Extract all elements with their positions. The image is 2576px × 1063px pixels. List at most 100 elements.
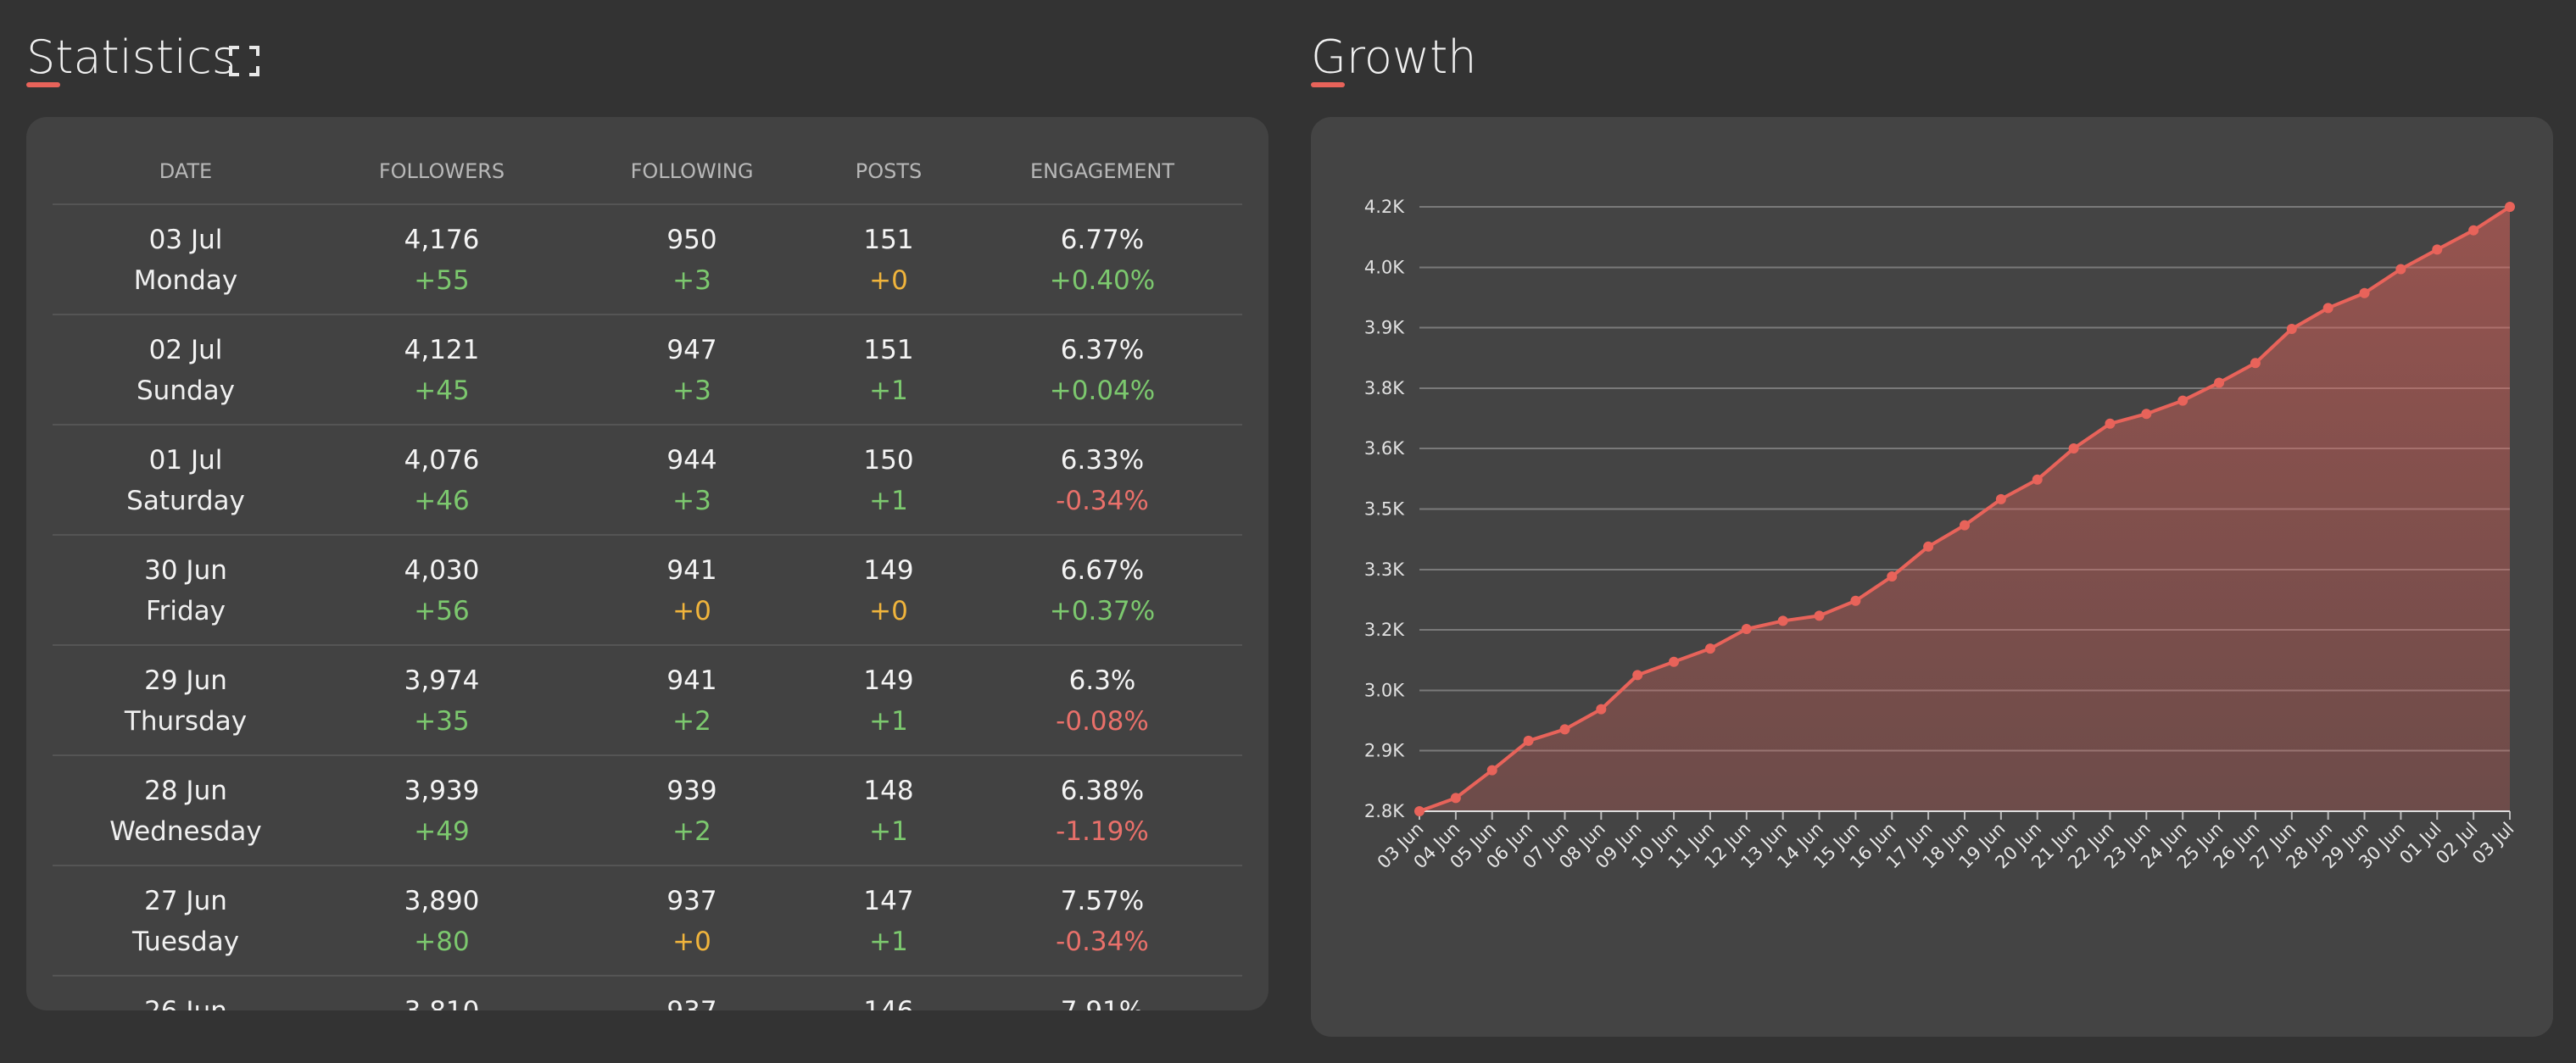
cell-value: 7.91% — [1061, 996, 1144, 1010]
cell-change: -0.34% — [1056, 486, 1149, 516]
cell-value: 937 — [666, 886, 717, 916]
cell-value: 28 Jun — [144, 776, 227, 806]
point — [2432, 244, 2443, 255]
cell-day: Wednesday — [109, 816, 262, 847]
area — [1419, 207, 2510, 811]
cell-day: Saturday — [126, 486, 245, 516]
cell-value: 947 — [666, 335, 717, 365]
cell-value: 939 — [666, 776, 717, 806]
cell-value: 941 — [666, 665, 717, 696]
y-tick-label: 2.9K — [1364, 740, 1405, 760]
cell-value: 950 — [666, 225, 717, 255]
point — [1887, 571, 1898, 582]
point — [1414, 806, 1425, 816]
y-tick-label: 3.5K — [1364, 499, 1405, 520]
cell-change: +49 — [414, 816, 470, 847]
cell-value: 26 Jun — [144, 996, 227, 1010]
y-tick-label: 3.0K — [1364, 681, 1405, 701]
cell-value: 7.57% — [1060, 886, 1145, 916]
cell-change: +1 — [869, 376, 908, 406]
column-header: DATE — [159, 159, 213, 183]
point — [1960, 520, 1970, 531]
cell-value: 6.33% — [1060, 445, 1145, 476]
y-tick-label: 3.2K — [1364, 620, 1405, 640]
point — [2322, 303, 2333, 314]
cell-value: 6.77% — [1060, 225, 1145, 255]
point — [1596, 704, 1607, 715]
cell-change: +35 — [414, 706, 470, 737]
row-divider — [53, 865, 1242, 866]
section-title: Growth — [1311, 31, 1477, 84]
header-divider — [53, 203, 1242, 205]
point — [1632, 670, 1643, 681]
cell-value: 27 Jun — [144, 886, 227, 916]
row-divider — [53, 754, 1242, 756]
cell-change: +1 — [869, 706, 908, 737]
row-divider — [53, 534, 1242, 536]
row-divider — [53, 314, 1242, 315]
cell-value: 151 — [863, 335, 914, 365]
cell-change: +0 — [672, 596, 711, 626]
cell-change: +3 — [672, 376, 711, 406]
cell-change: +0.40% — [1049, 265, 1156, 296]
cell-change: +2 — [672, 816, 711, 847]
cell-change: +2 — [672, 706, 711, 737]
point — [1704, 643, 1715, 654]
section-title: Statistics — [26, 31, 236, 84]
cell-change: +0.37% — [1049, 596, 1156, 626]
cell-value: 3,939 — [404, 776, 480, 806]
cell-value: 6.38% — [1060, 776, 1145, 806]
cell-day: Friday — [146, 596, 226, 626]
point — [1995, 493, 2006, 504]
cell-value: 29 Jun — [144, 665, 227, 696]
cell-value: 03 Jul — [148, 225, 223, 255]
point — [1523, 735, 1534, 746]
cell-change: +56 — [414, 596, 470, 626]
point — [2468, 225, 2479, 236]
cell-day: Monday — [133, 265, 238, 296]
cell-value: 146 — [863, 996, 913, 1010]
expand-icon[interactable] — [227, 44, 261, 78]
cell-value: 3,890 — [404, 886, 480, 916]
point — [1923, 541, 1934, 552]
statistics-table: DATE FOLLOWERS FOLLOWING POSTS ENGAGEMENT 03 … — [26, 117, 1268, 1010]
cell-value: 4,076 — [404, 445, 480, 476]
cell-change: +80 — [414, 927, 470, 957]
cell-change: +0.04% — [1049, 376, 1156, 406]
point — [1741, 623, 1752, 634]
cell-value: 151 — [863, 225, 914, 255]
cell-value: 30 Jun — [144, 555, 227, 586]
point — [2505, 202, 2515, 212]
point — [2032, 474, 2043, 485]
cell-value: 01 Jul — [148, 445, 223, 476]
cell-value: 149 — [863, 555, 914, 586]
cell-value: 941 — [666, 555, 717, 586]
point — [1669, 656, 1680, 667]
x-tick-label: 03 Jul — [2468, 819, 2518, 869]
row-divider — [53, 975, 1242, 977]
point — [2395, 264, 2406, 275]
cell-change: +55 — [414, 265, 470, 296]
cell-change: +1 — [869, 486, 908, 516]
cell-change: +0 — [672, 927, 711, 957]
title-underline — [26, 82, 60, 87]
point — [2250, 358, 2261, 369]
cell-change: -0.34% — [1056, 927, 1149, 957]
cell-value: 147 — [863, 886, 914, 916]
point — [2214, 377, 2225, 388]
point — [1450, 793, 1461, 804]
point — [1850, 595, 1861, 606]
cell-value: 148 — [863, 776, 914, 806]
y-tick-label: 2.8K — [1364, 801, 1405, 821]
cell-value: 149 — [863, 665, 914, 696]
point — [1814, 610, 1825, 621]
point — [2286, 324, 2297, 335]
column-header: POSTS — [855, 159, 923, 183]
y-tick-label: 4.2K — [1364, 197, 1405, 217]
cell-value: 6.3% — [1068, 665, 1136, 696]
cell-value: 3,810 — [404, 996, 480, 1010]
y-tick-label: 4.0K — [1364, 258, 1405, 278]
cell-change: +45 — [414, 376, 470, 406]
